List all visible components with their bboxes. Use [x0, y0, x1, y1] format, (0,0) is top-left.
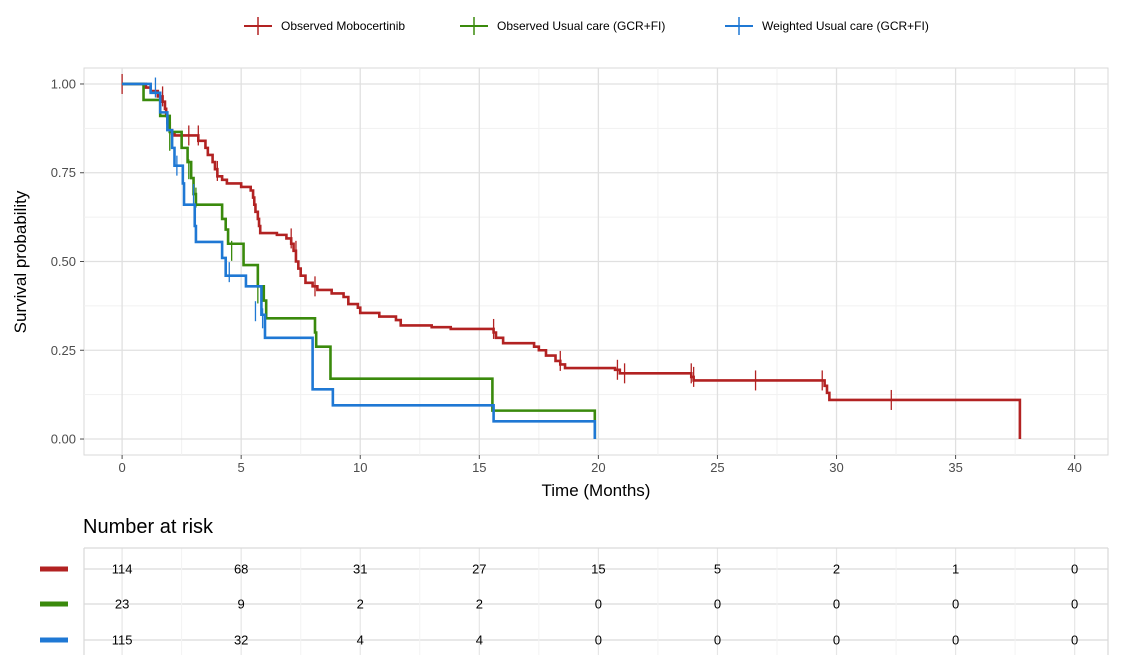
risk-count: 0 — [833, 597, 840, 612]
survival-curves — [121, 73, 1022, 440]
risk-count: 114 — [112, 562, 133, 577]
x-tick-label: 0 — [118, 460, 125, 475]
risk-count: 31 — [353, 562, 367, 577]
x-tick-label: 30 — [829, 460, 843, 475]
y-tick-label: 0.75 — [51, 165, 76, 180]
legend-label-weighted-usual-care: Weighted Usual care (GCR+FI) — [762, 19, 929, 33]
risk-table-title: Number at risk — [83, 516, 214, 538]
risk-count: 0 — [714, 597, 721, 612]
y-tick-label: 0.00 — [51, 432, 76, 447]
series-line-3 — [122, 82, 597, 440]
y-axis: 0.00 0.25 0.50 0.75 1.00 — [51, 76, 84, 447]
risk-count: 15 — [591, 562, 605, 577]
risk-count: 4 — [357, 633, 364, 648]
risk-count: 4 — [476, 633, 483, 648]
risk-count: 1 — [952, 562, 959, 577]
legend-label-mobocertinib: Observed Mobocertinib — [281, 19, 405, 33]
risk-count: 5 — [714, 562, 721, 577]
risk-count: 0 — [595, 597, 602, 612]
x-axis-title: Time (Months) — [542, 481, 651, 500]
x-tick-label: 40 — [1067, 460, 1081, 475]
legend-item-weighted-usual-care: Weighted Usual care (GCR+FI) — [725, 17, 929, 35]
grid — [84, 68, 1108, 455]
risk-count: 0 — [714, 633, 721, 648]
x-tick-label: 15 — [472, 460, 486, 475]
legend-item-usual-care: Observed Usual care (GCR+FI) — [460, 17, 665, 35]
y-axis-title: Survival probability — [11, 190, 30, 333]
risk-count: 2 — [476, 597, 483, 612]
x-tick-label: 35 — [948, 460, 962, 475]
risk-count: 0 — [1071, 597, 1078, 612]
legend: Observed Mobocertinib Observed Usual car… — [244, 17, 929, 35]
x-tick-label: 5 — [238, 460, 245, 475]
risk-count: 0 — [833, 633, 840, 648]
legend-label-usual-care: Observed Usual care (GCR+FI) — [497, 19, 665, 33]
risk-count: 0 — [595, 633, 602, 648]
y-tick-label: 0.50 — [51, 254, 76, 269]
risk-count: 68 — [234, 562, 248, 577]
risk-count: 23 — [115, 597, 129, 612]
risk-count: 9 — [238, 597, 245, 612]
risk-count: 27 — [472, 562, 486, 577]
x-tick-label: 25 — [710, 460, 724, 475]
risk-count: 115 — [112, 633, 133, 648]
risk-count: 2 — [357, 597, 364, 612]
risk-count: 0 — [1071, 633, 1078, 648]
risk-count: 32 — [234, 633, 248, 648]
x-tick-label: 10 — [353, 460, 367, 475]
risk-count: 0 — [952, 597, 959, 612]
risk-table: 114 68 31 27 15 5 2 1 0 23 9 2 2 0 0 0 0 0 115 32 4 4 0 0 0 0 0 — [40, 547, 1109, 655]
x-tick-label: 20 — [591, 460, 605, 475]
risk-count: 0 — [1071, 562, 1078, 577]
risk-count: 2 — [833, 562, 840, 577]
legend-item-mobocertinib: Observed Mobocertinib — [244, 17, 405, 35]
risk-count: 0 — [952, 633, 959, 648]
y-tick-label: 0.25 — [51, 343, 76, 358]
x-axis: 0 5 10 15 20 25 30 35 40 — [118, 455, 1082, 475]
y-tick-label: 1.00 — [51, 76, 76, 91]
series-line-2 — [122, 82, 597, 440]
